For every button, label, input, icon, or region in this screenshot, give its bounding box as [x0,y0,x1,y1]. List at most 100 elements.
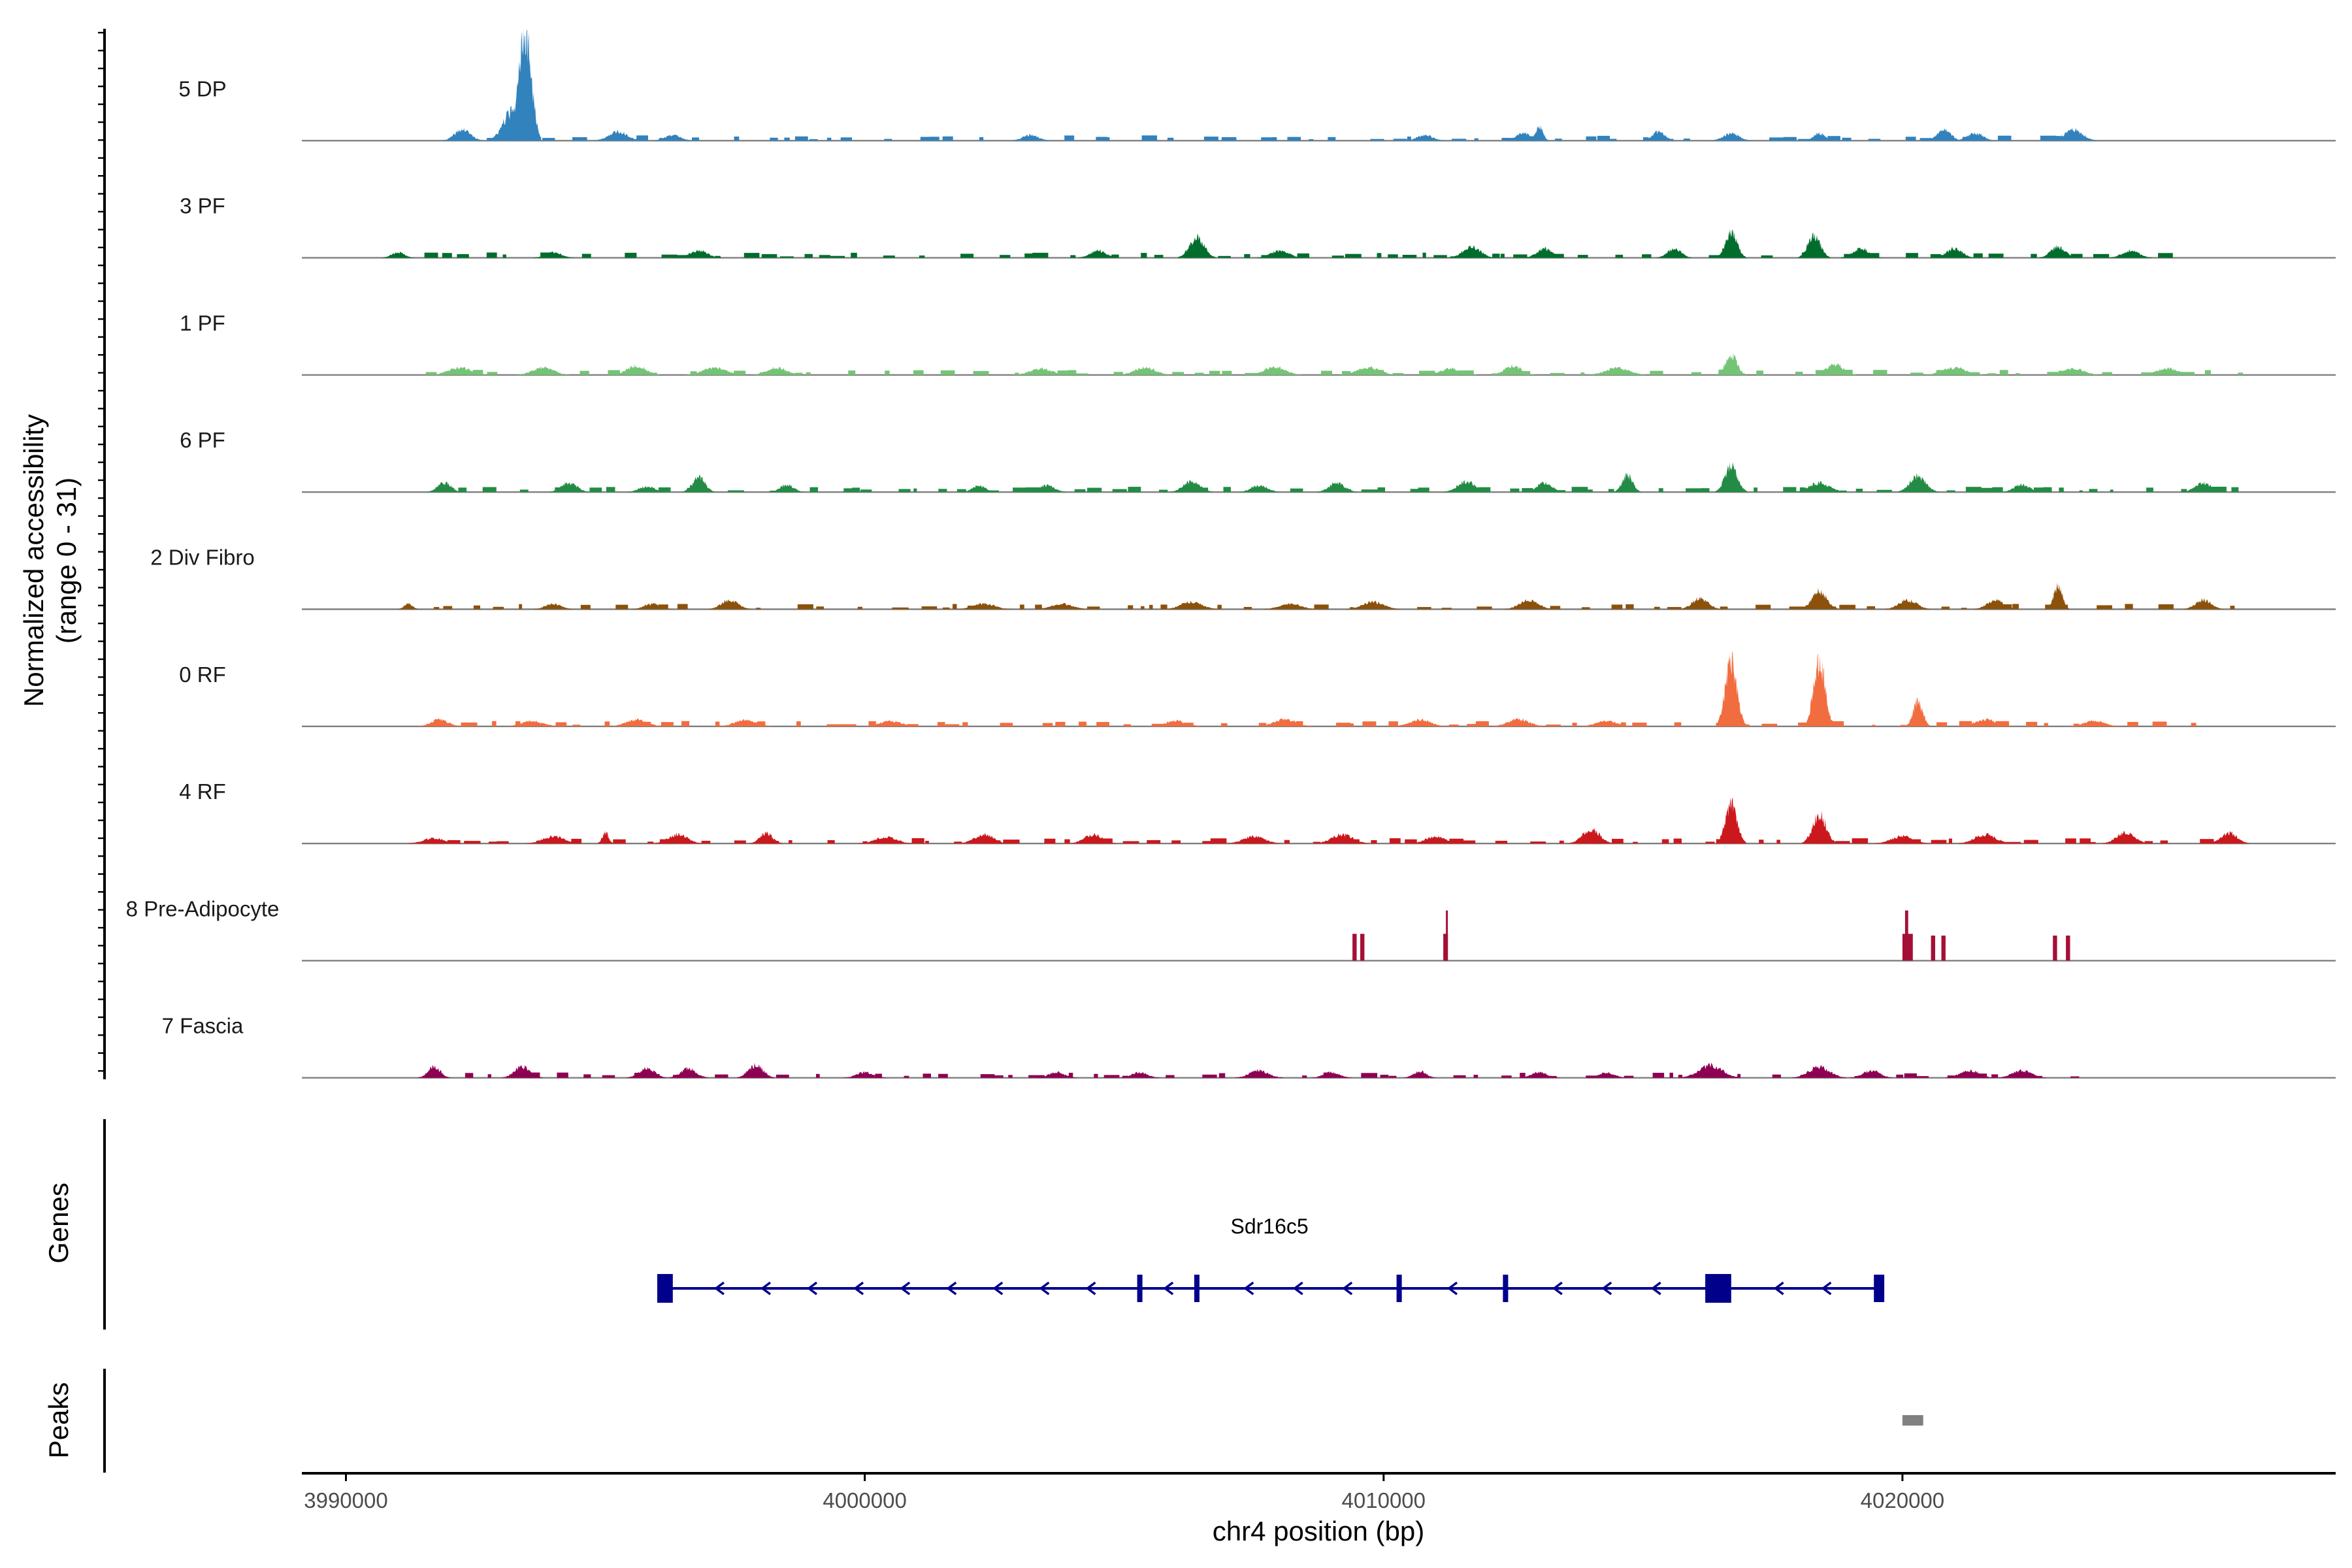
coverage-bin [1244,253,1250,258]
coverage-bin [1068,1073,1073,1078]
coverage-peak [2050,127,2097,141]
coverage-bin [1478,487,1491,493]
coverage-peak [1884,598,1931,610]
coverage-bin [806,372,811,375]
x-tick-label: 4020000 [1861,1488,1944,1512]
coverage-bin [2230,606,2235,610]
coverage-bin [1611,604,1623,610]
coverage-bin [851,252,857,258]
coverage-peak [1805,132,1835,141]
coverage-peak [1118,366,1172,375]
coverage-bin [1380,1075,1389,1078]
coverage-bin [1686,488,1703,493]
coverage-peak [2001,483,2042,493]
coverage-peak [1840,247,1882,258]
coverage-bin [1867,606,1875,610]
coverage-bin [1642,137,1649,141]
coverage-bin [1501,138,1511,141]
coverage-peak [1119,1071,1160,1078]
coverage-bin [1999,370,2008,375]
track-5-dp [302,29,2336,142]
coverage-peak [2039,244,2077,258]
coverage-bin [925,841,929,844]
coverage-bin [502,254,506,258]
coverage-bin [761,254,777,258]
track-3-pf [302,229,2336,259]
coverage-bin [945,724,960,727]
coverage-bin [606,487,615,493]
coverage-bin [919,255,925,258]
coverage-peak [652,134,693,141]
coverage-bin [1000,723,1013,727]
coverage-peak [1010,134,1051,141]
coverage-bin [1931,840,1947,844]
coverage-bin [1530,841,1546,844]
coverage-bin [911,838,924,844]
coverage-bin [1625,604,1634,610]
coverage-bin [458,487,467,493]
coverage-bin [980,1074,995,1078]
coverage-peak [1716,352,1746,375]
track-label-8-pre-adipocyte: 8 Pre-Adipocyte [126,896,280,921]
coverage-peak [533,251,574,258]
coverage-peak [417,718,461,727]
coverage-bin [1674,722,1682,727]
coverage-bin [636,135,648,141]
coverage-bin [1297,253,1309,258]
coverage-bin [1783,137,1797,141]
coverage-bin [1377,487,1385,493]
coverage-bin [1218,255,1231,258]
coverage-peak [2067,719,2121,727]
coverage-bin [1013,487,1028,493]
coverage-bin [2158,253,2173,258]
coverage-peak [2140,367,2195,375]
coverage-bin [1772,1074,1781,1078]
gene-name-label: Sdr16c5 [1231,1215,1309,1238]
coverage-bin [572,725,581,727]
coverage-bin [1795,371,1803,375]
coverage-peak [1529,125,1549,141]
coverage-peak [1924,367,1984,375]
coverage-peak [1524,247,1565,258]
coverage-bin [992,1075,1004,1078]
coverage-bin [2160,840,2168,844]
coverage-bin [1154,255,1164,258]
coverage-peak [752,367,801,375]
coverage-bin [1094,1073,1098,1078]
coverage-peak [407,837,461,844]
coverage-bin [848,370,856,375]
coverage-bin [1936,722,1948,727]
coverage-bin [1513,254,1527,258]
coverage-bin [661,722,674,727]
coverage-bin [465,1073,474,1078]
coverage-bin [1691,372,1701,375]
coverage-bin [1371,840,1377,844]
coverage-peak [1036,1071,1077,1078]
coverage-peak [1235,1069,1284,1078]
track-2-div-fibro [302,581,2336,610]
coverage-bin [1495,840,1508,844]
coverage-bin [809,487,818,493]
track-label-1-pf: 1 PF [180,311,225,335]
coverage-bin [1128,605,1134,610]
coverage-peak [1792,481,1847,493]
coverage-bin [892,607,909,610]
coverage-peak [1178,233,1216,258]
coverage-bin [1501,1075,1512,1078]
coverage-bin [1910,372,1923,375]
coverage-bin [1342,371,1351,375]
coverage-bin [954,841,962,844]
coverage-bin [804,253,813,258]
coverage-bin [797,604,813,610]
coverage-bin [1172,372,1184,375]
coverage-bin [2016,373,2020,375]
coverage-bin [457,254,469,258]
track-1-pf [302,352,2336,376]
coverage-bin [1393,139,1407,141]
coverage-peak [1491,718,1546,727]
coverage-bin [1441,608,1452,610]
coverage-bin [1901,725,1906,727]
track-label-5-dp: 5 DP [178,76,226,101]
coverage-peak [1524,482,1565,493]
coverage-bin [1580,372,1585,375]
